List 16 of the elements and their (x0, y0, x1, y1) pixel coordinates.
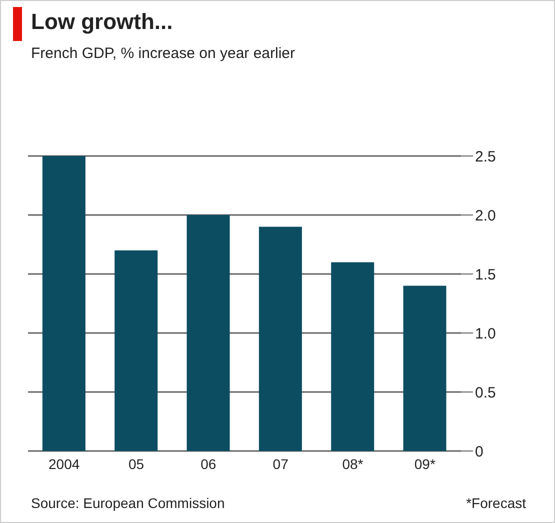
y-tick-label: 2.0 (475, 207, 496, 224)
x-tick-label: 2004 (48, 456, 80, 472)
text: *Forecast (466, 495, 526, 511)
chart-subtitle: French GDP, % increase on year earlier (31, 45, 296, 62)
x-tick-label: 07 (272, 456, 289, 472)
chart-title: Low growth... (31, 9, 173, 35)
x-tick-label: 05 (128, 456, 144, 472)
x-tick-label: 06 (200, 456, 216, 472)
x-tick-label: 08* (342, 456, 364, 472)
y-tick-label: 1.0 (475, 325, 496, 342)
y-tick-label: 0.5 (475, 384, 496, 402)
y-tick-label: 2.5 (475, 148, 496, 166)
x-tick-label: 09* (414, 456, 436, 472)
source-note: Source: European Commission (31, 495, 225, 511)
y-tick-label: 1.5 (475, 266, 496, 284)
y-tick-label: 0 (475, 443, 484, 460)
